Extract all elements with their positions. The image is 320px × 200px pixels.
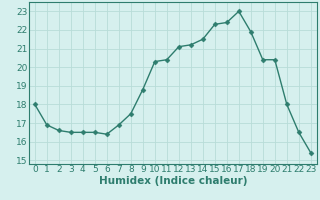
X-axis label: Humidex (Indice chaleur): Humidex (Indice chaleur) xyxy=(99,176,247,186)
